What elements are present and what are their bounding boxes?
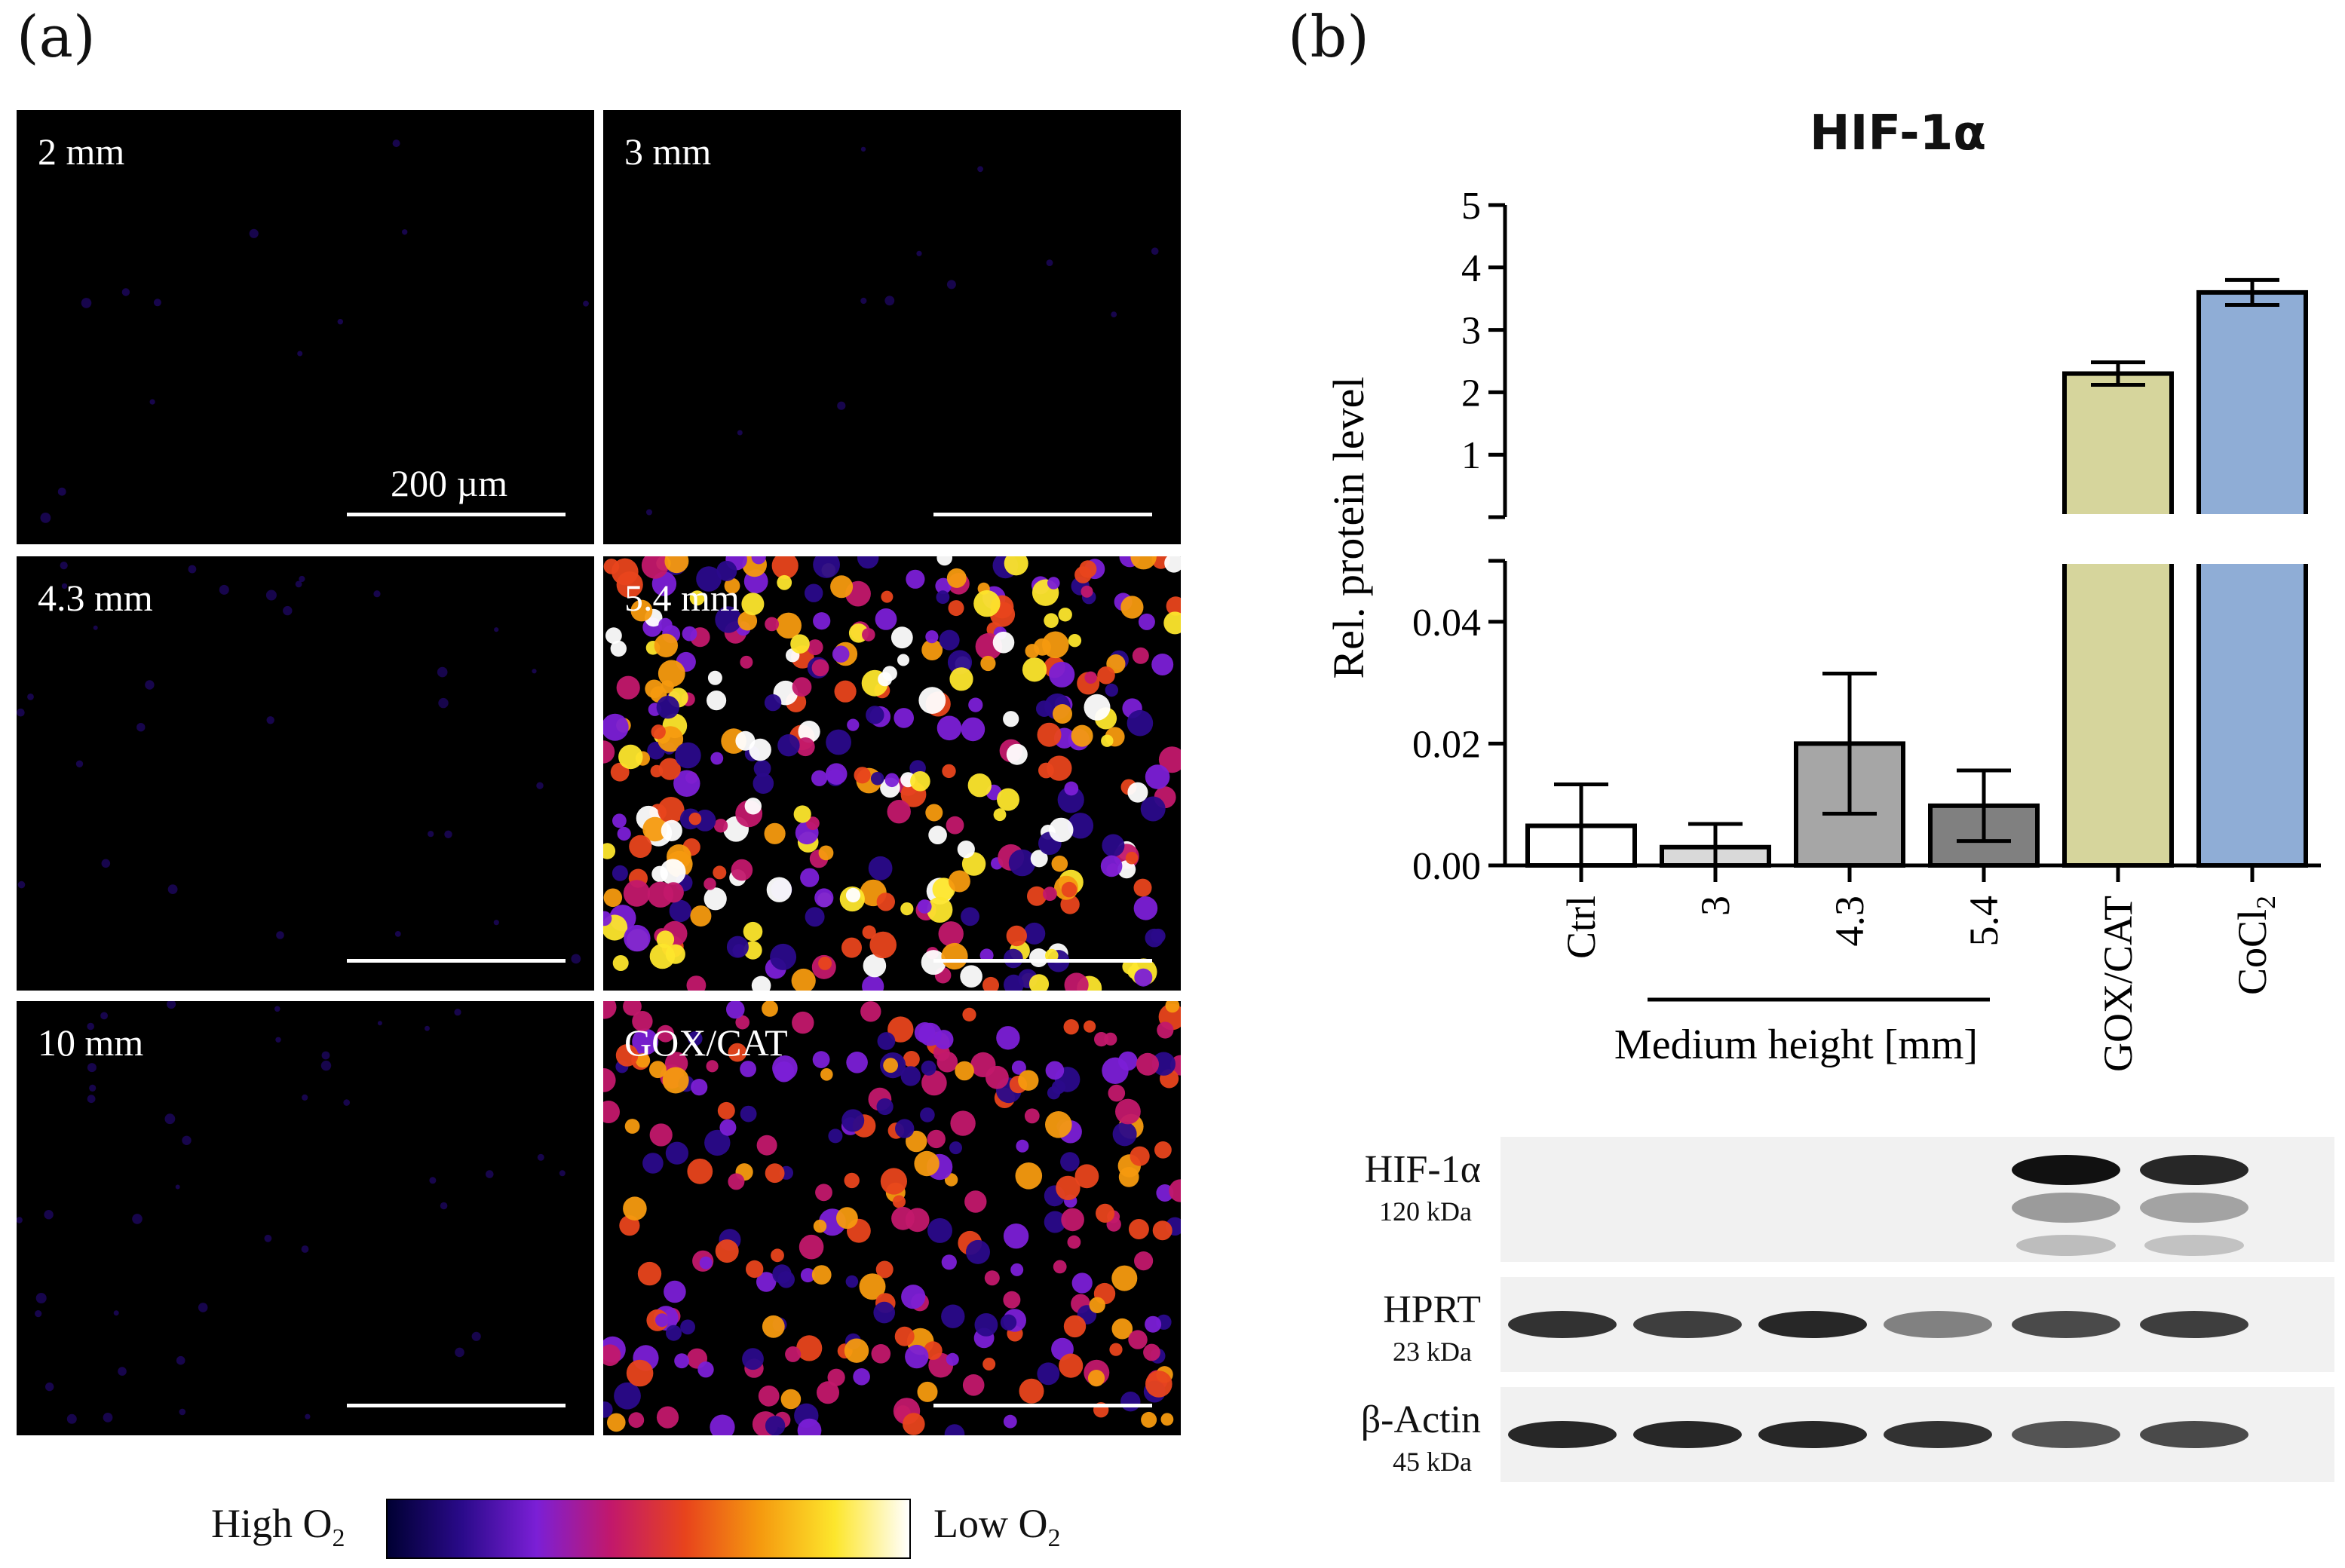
tile-label: 3 mm	[624, 130, 712, 173]
blot-kda: 45 kDa	[1393, 1447, 1472, 1477]
blot-band	[1758, 1421, 1867, 1448]
scale-bar	[933, 959, 1152, 963]
y-tick-label: 2	[1461, 372, 1481, 415]
colorbar-left-text: High O	[211, 1501, 333, 1546]
blot-band	[1508, 1311, 1617, 1338]
blot-band-smear	[2144, 1235, 2244, 1256]
colorbar-left-sub: 2	[332, 1524, 345, 1552]
x-tick-label: 5.4	[1961, 896, 2006, 947]
y-axis-label: Rel. protein level	[1324, 376, 1373, 678]
cell-signal	[603, 556, 1181, 991]
blot-strip	[1500, 1277, 2334, 1372]
colorbar-right-sub: 2	[1047, 1524, 1061, 1552]
blot-band	[1508, 1421, 1617, 1448]
bar	[2062, 371, 2174, 519]
micrograph-tile: 5.4 mm	[603, 556, 1181, 991]
x-axis-label: Medium height [mm]	[1614, 1021, 1978, 1068]
cell-signal	[40, 139, 589, 523]
blot-kda: 23 kDa	[1393, 1337, 1472, 1367]
micrograph-tile: 10 mm	[17, 1001, 594, 1435]
x-tick-label: 3	[1693, 896, 1738, 916]
blot-kda: 120 kDa	[1379, 1196, 1472, 1227]
blot-band	[1633, 1421, 1742, 1448]
tile-label: 2 mm	[38, 130, 125, 173]
cell-signal	[17, 562, 581, 964]
blot-band-smear	[2012, 1193, 2120, 1223]
y-tick-label: 1	[1461, 434, 1481, 477]
y-tick-label: 4	[1461, 247, 1481, 290]
y-tick-label: 0.00	[1412, 845, 1481, 888]
colorbar-right-text: Low O	[933, 1501, 1048, 1546]
x-tick-label-subscript: 2	[2251, 896, 2281, 909]
blot-band	[1758, 1311, 1867, 1338]
colorbar-gradient	[386, 1499, 911, 1559]
blot-band	[1884, 1311, 1992, 1338]
tile-label: 10 mm	[38, 1021, 144, 1064]
x-tick-label: 4.3	[1827, 896, 1872, 947]
scale-bar	[347, 1404, 566, 1407]
bar-lower-segment	[2062, 559, 2174, 868]
blot-band	[1633, 1311, 1742, 1338]
blot-strip	[1500, 1137, 2334, 1262]
tile-label: 4.3 mm	[38, 577, 153, 619]
x-tick-label: CoCl2	[2230, 896, 2281, 995]
y-tick-label: 3	[1461, 310, 1481, 353]
x-tick-label: Ctrl	[1559, 896, 1604, 959]
blot-band	[2012, 1155, 2120, 1185]
scale-bar	[933, 513, 1152, 516]
tile-label: GOX/CAT	[624, 1021, 788, 1064]
colorbar-left-label: High O2	[211, 1500, 345, 1553]
blot-band-smear	[2140, 1193, 2248, 1223]
blot-band	[2012, 1311, 2120, 1338]
bar-chart: 0.00 0.02 0.04 1 2 3 4 5 Rel. protein level Ctrl 3…	[1324, 185, 2321, 1072]
panel-b-label: (b)	[1288, 3, 1369, 70]
scale-bar	[347, 959, 566, 963]
micrograph-tile: 3 mm	[603, 110, 1181, 544]
cell-signal	[17, 1001, 566, 1424]
panel-a-label: (a)	[17, 3, 96, 70]
cell-signal	[603, 1001, 1181, 1435]
blot-strip	[1500, 1387, 2334, 1482]
tile-label: 5.4 mm	[624, 577, 740, 619]
y-tick-label: 5	[1461, 185, 1481, 228]
bar	[2196, 289, 2308, 519]
blot-band	[1884, 1421, 1992, 1448]
colorbar-right-label: Low O2	[933, 1500, 1060, 1553]
y-tick-label: 0.02	[1412, 723, 1481, 766]
blot-protein-name: HIF-1α	[1364, 1148, 1481, 1191]
micrograph-tile: 2 mm 200 µm	[17, 110, 594, 544]
scale-bar-label: 200 µm	[391, 462, 508, 504]
y-tick-label: 0.04	[1412, 602, 1481, 645]
scale-bar	[933, 1404, 1152, 1407]
chart-title: HIF-1α	[1810, 106, 1987, 161]
x-tick-label: GOX/CAT	[2095, 896, 2141, 1072]
blot-protein-name: β-Actin	[1360, 1398, 1481, 1441]
cell-signal	[646, 146, 1159, 516]
micrograph-tile: 4.3 mm	[17, 556, 594, 991]
blot-protein-name: HPRT	[1383, 1288, 1481, 1331]
micrograph-tile: GOX/CAT	[603, 1001, 1181, 1435]
scale-bar	[347, 513, 566, 516]
blot-band	[2140, 1311, 2248, 1338]
blot-band	[2140, 1421, 2248, 1448]
blot-band	[2140, 1155, 2248, 1185]
blot-band-smear	[2016, 1235, 2116, 1256]
blot-band	[2012, 1421, 2120, 1448]
bar-lower-segment	[2196, 559, 2308, 868]
